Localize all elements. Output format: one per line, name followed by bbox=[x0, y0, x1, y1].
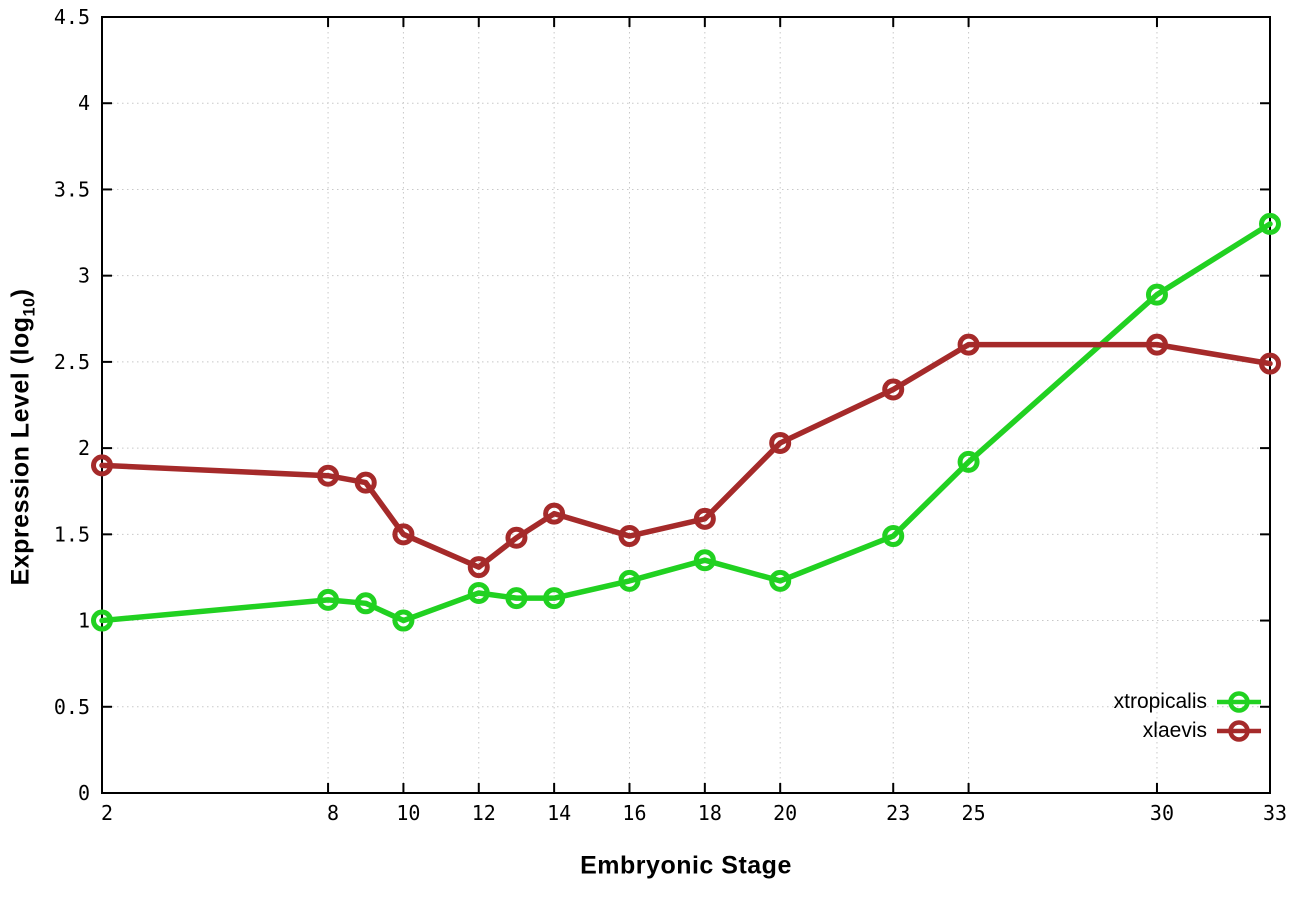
data-point-xtropicalis bbox=[693, 549, 716, 572]
y-tick-label: 0 bbox=[78, 781, 90, 805]
y-tick-label: 3 bbox=[78, 264, 90, 288]
legend-label-xtropicalis: xtropicalis bbox=[1113, 689, 1207, 713]
y-axis-title-subscript: 10 bbox=[20, 297, 39, 317]
x-axis-title: Embryonic Stage bbox=[580, 851, 792, 880]
data-point-xlaevis bbox=[317, 464, 340, 487]
data-point-xlaevis bbox=[392, 523, 415, 546]
data-point-xtropicalis bbox=[957, 450, 980, 473]
x-tick-label: 10 bbox=[396, 801, 420, 825]
data-point-xlaevis bbox=[467, 556, 490, 579]
legend-label-xlaevis: xlaevis bbox=[1142, 718, 1207, 742]
data-point-xtropicalis bbox=[769, 569, 792, 592]
y-axis-title-close: ) bbox=[6, 288, 35, 298]
y-tick-label: 1.5 bbox=[54, 522, 90, 546]
x-tick-label: 8 bbox=[327, 801, 339, 825]
x-tick-label: 18 bbox=[698, 801, 722, 825]
y-tick-label: 2 bbox=[78, 436, 90, 460]
y-tick-label: 0.5 bbox=[54, 695, 90, 719]
legend-marker-xtropicalis bbox=[1217, 690, 1261, 713]
data-point-xlaevis bbox=[882, 378, 905, 401]
data-point-xlaevis bbox=[618, 525, 641, 548]
y-tick-label: 4.5 bbox=[54, 5, 90, 29]
data-point-xlaevis bbox=[91, 454, 113, 477]
x-tick-label: 2 bbox=[101, 801, 113, 825]
series-line-xtropicalis bbox=[99, 221, 1273, 624]
data-point-xlaevis bbox=[1259, 352, 1281, 375]
y-tick-label: 2.5 bbox=[54, 350, 90, 374]
y-tick-label: 3.5 bbox=[54, 177, 90, 201]
y-axis-title-text: Expression Level (log bbox=[6, 316, 35, 586]
x-tick-label: 12 bbox=[472, 801, 496, 825]
x-tick-label: 33 bbox=[1263, 801, 1287, 825]
data-point-xtropicalis bbox=[543, 587, 566, 610]
series-line-xlaevis bbox=[99, 341, 1273, 570]
legend: xtropicalis xlaevis bbox=[1114, 687, 1262, 745]
legend-entry-xlaevis: xlaevis bbox=[1114, 716, 1262, 745]
x-tick-label: 30 bbox=[1150, 801, 1174, 825]
plot-border bbox=[101, 16, 1271, 794]
data-point-xlaevis bbox=[769, 431, 792, 454]
x-tick-label: 16 bbox=[622, 801, 646, 825]
data-point-xtropicalis bbox=[505, 587, 528, 610]
data-point-xtropicalis bbox=[618, 569, 641, 592]
data-point-xtropicalis bbox=[1259, 212, 1281, 235]
data-point-xlaevis bbox=[354, 471, 377, 494]
x-tick-label: 14 bbox=[547, 801, 571, 825]
x-tick-label: 20 bbox=[773, 801, 797, 825]
legend-marker-xlaevis bbox=[1217, 719, 1261, 742]
data-point-xtropicalis bbox=[354, 592, 377, 615]
data-point-xtropicalis bbox=[392, 609, 415, 632]
legend-entry-xtropicalis: xtropicalis bbox=[1114, 687, 1262, 716]
data-point-xlaevis bbox=[505, 526, 528, 549]
data-point-xlaevis bbox=[693, 507, 716, 530]
data-point-xtropicalis bbox=[317, 588, 340, 611]
data-point-xlaevis bbox=[1145, 333, 1168, 356]
x-tick-label: 23 bbox=[886, 801, 910, 825]
data-point-xtropicalis bbox=[882, 525, 905, 548]
data-point-xtropicalis bbox=[91, 609, 113, 632]
y-axis-title: Expression Level (log10) bbox=[7, 289, 40, 586]
data-point-xtropicalis bbox=[467, 581, 490, 604]
data-point-xtropicalis bbox=[1145, 283, 1168, 306]
x-tick-label: 25 bbox=[962, 801, 986, 825]
y-tick-label: 4 bbox=[78, 91, 90, 115]
data-point-xlaevis bbox=[543, 502, 566, 525]
y-tick-label: 1 bbox=[78, 609, 90, 633]
data-point-xlaevis bbox=[957, 333, 980, 356]
